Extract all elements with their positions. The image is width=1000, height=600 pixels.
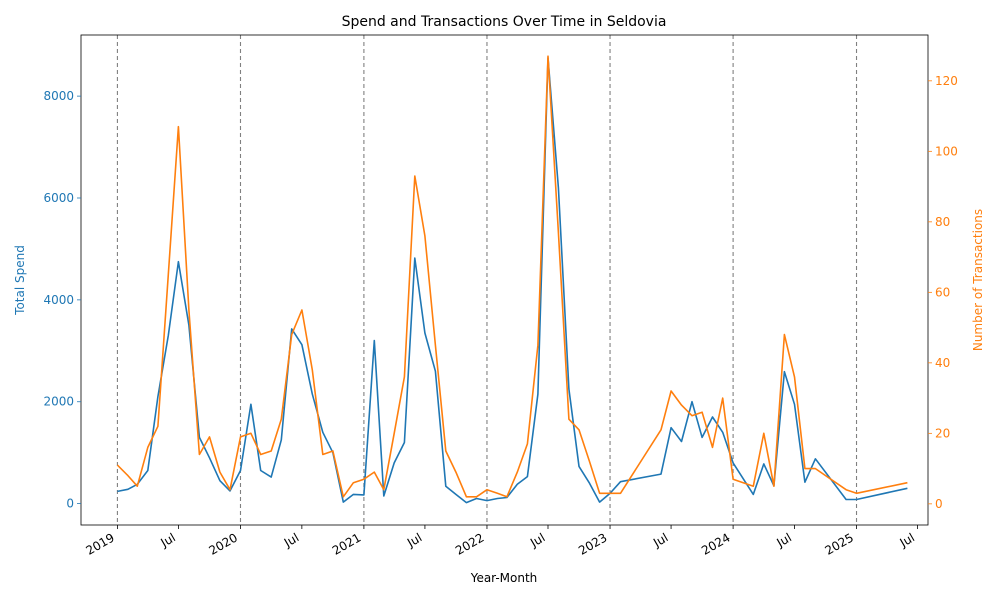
y-axis-left-label: Total Spend <box>13 245 27 316</box>
x-tick-label-5: Jul <box>404 530 424 550</box>
total-spend-series-line <box>117 57 908 504</box>
x-tick-label-1: Jul <box>158 530 178 550</box>
y-axis-left: 0 2000 4000 6000 8000 <box>43 89 81 511</box>
series-layer <box>116 55 908 504</box>
plot-frame <box>80 34 929 526</box>
y-left-tick-label-1: 2000 <box>43 395 74 409</box>
y-right-tick-label-4: 80 <box>935 215 950 229</box>
x-tick-label-10: 2024 <box>699 530 732 557</box>
x-tick-label-6: 2022 <box>453 530 486 557</box>
y-right-tick-label-6: 120 <box>935 74 958 88</box>
chart-title: Spend and Transactions Over Time in Seld… <box>342 14 667 30</box>
x-axis-label: Year-Month <box>470 571 538 585</box>
x-axis: 2019 Jul 2020 Jul 2021 Jul 2022 Jul 2023 Jul 2024 J… <box>83 525 918 558</box>
x-tick-label-9: Jul <box>650 530 670 550</box>
x-tick-label-13: Jul <box>897 530 917 550</box>
x-tick-label-12: 2025 <box>823 530 856 557</box>
y-left-tick-label-3: 6000 <box>43 191 74 205</box>
y-axis-right: 0 20 40 60 80 100 120 <box>928 74 958 511</box>
y-right-tick-label-2: 40 <box>935 356 950 370</box>
x-tick-label-7: Jul <box>527 530 547 550</box>
x-tick-label-2: 2020 <box>207 530 240 557</box>
y-right-tick-label-5: 100 <box>935 144 958 158</box>
x-tick-label-8: 2023 <box>576 530 609 557</box>
y-right-tick-label-1: 20 <box>935 426 950 440</box>
x-tick-label-3: Jul <box>281 530 301 550</box>
transactions-series-line <box>116 55 908 498</box>
year-divider-lines <box>116 35 858 525</box>
y-left-tick-label-2: 4000 <box>43 293 74 307</box>
x-tick-label-11: Jul <box>774 530 794 550</box>
y-axis-right-label: Number of Transactions <box>971 209 985 351</box>
y-right-tick-label-0: 0 <box>935 497 943 511</box>
x-tick-label-4: 2021 <box>330 530 363 557</box>
y-left-tick-label-0: 0 <box>66 497 74 511</box>
y-left-tick-label-4: 8000 <box>43 89 74 103</box>
x-tick-label-0: 2019 <box>83 530 116 557</box>
y-right-tick-label-3: 60 <box>935 285 950 299</box>
